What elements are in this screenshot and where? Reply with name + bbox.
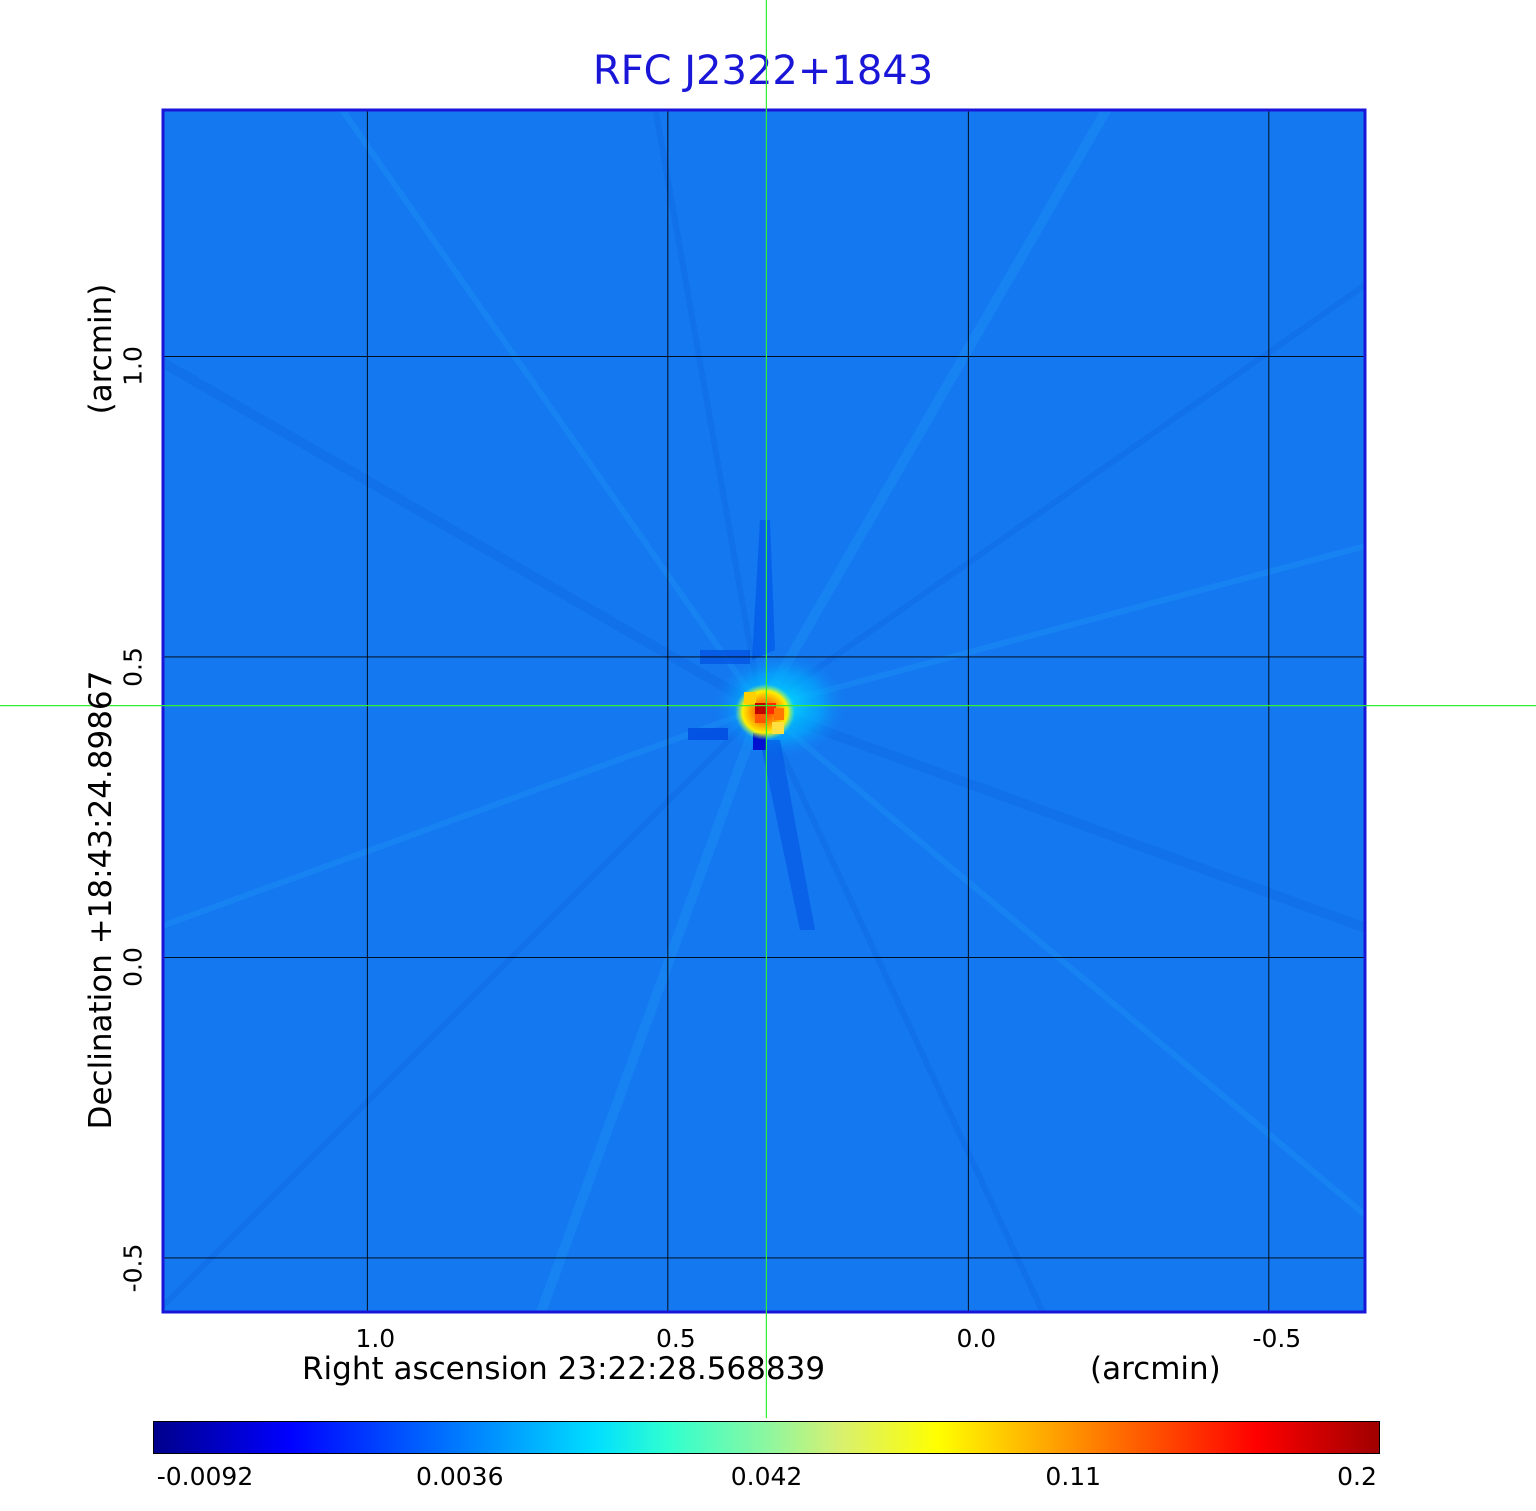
x-axis-unit: (arcmin) — [1090, 1351, 1221, 1387]
y-tick-label: 1.0 — [118, 346, 148, 387]
sidelobe-streaks — [163, 110, 1365, 1312]
sidelobe-streak — [760, 543, 1365, 711]
source-pixel-peak-1 — [755, 703, 766, 714]
y-axis-unit: (arcmin) — [83, 283, 119, 415]
source-pixel-yellow-2 — [772, 722, 784, 734]
sidelobe-streak — [163, 356, 764, 713]
negative-pixel-2 — [688, 728, 728, 740]
sidelobe-streak — [759, 705, 1365, 1219]
colorbar-tick-label: 0.042 — [730, 1462, 803, 1491]
source-pixel-yellow-1 — [744, 692, 756, 704]
x-axis-label: Right ascension 23:22:28.568839 — [302, 1351, 826, 1387]
sidelobe-streak — [652, 110, 764, 709]
source-pixel-peak-4 — [774, 708, 784, 720]
sidelobe-streak — [338, 110, 764, 710]
colorbar-tick-label: -0.0092 — [156, 1462, 254, 1491]
emission-features — [163, 110, 1365, 1312]
x-tick-label: 0.0 — [956, 1324, 997, 1353]
y-tick-label: 0.5 — [118, 647, 148, 687]
chart-title: RFC J2322+1843 — [592, 48, 934, 94]
coordinate-grid — [163, 110, 1365, 1312]
colorbar-tick-label: 0.0036 — [416, 1462, 504, 1491]
y-tick-label: -0.5 — [118, 1243, 148, 1293]
y-tick-label: 0.0 — [118, 947, 148, 988]
jet-streak-down — [760, 740, 815, 930]
sidelobe-streak — [163, 705, 763, 929]
x-tick-label: -0.5 — [1252, 1324, 1302, 1353]
colorbar-tick-label: 0.2 — [1337, 1462, 1377, 1491]
sidelobe-streak — [756, 110, 1113, 711]
x-tick-label: 0.5 — [655, 1324, 696, 1353]
sidelobe-streak — [758, 706, 1046, 1312]
colorbar — [153, 1421, 1380, 1454]
source-pixel-peak-2 — [766, 703, 776, 714]
sidelobe-streak — [163, 705, 764, 1311]
jet-streak-up — [752, 520, 775, 660]
plot-frame — [161, 108, 1367, 1314]
sidelobe-streak — [759, 703, 1365, 934]
image-plot — [0, 0, 1536, 1418]
x-tick-label: 1.0 — [355, 1324, 396, 1353]
colorbar-tick-label: 0.11 — [1045, 1462, 1102, 1491]
sidelobe-streak — [759, 281, 1365, 711]
source-pixel-peak-3 — [755, 714, 766, 723]
y-axis-label: Declination +18:43:24.89867 — [83, 670, 119, 1130]
sidelobe-streak — [535, 706, 766, 1312]
